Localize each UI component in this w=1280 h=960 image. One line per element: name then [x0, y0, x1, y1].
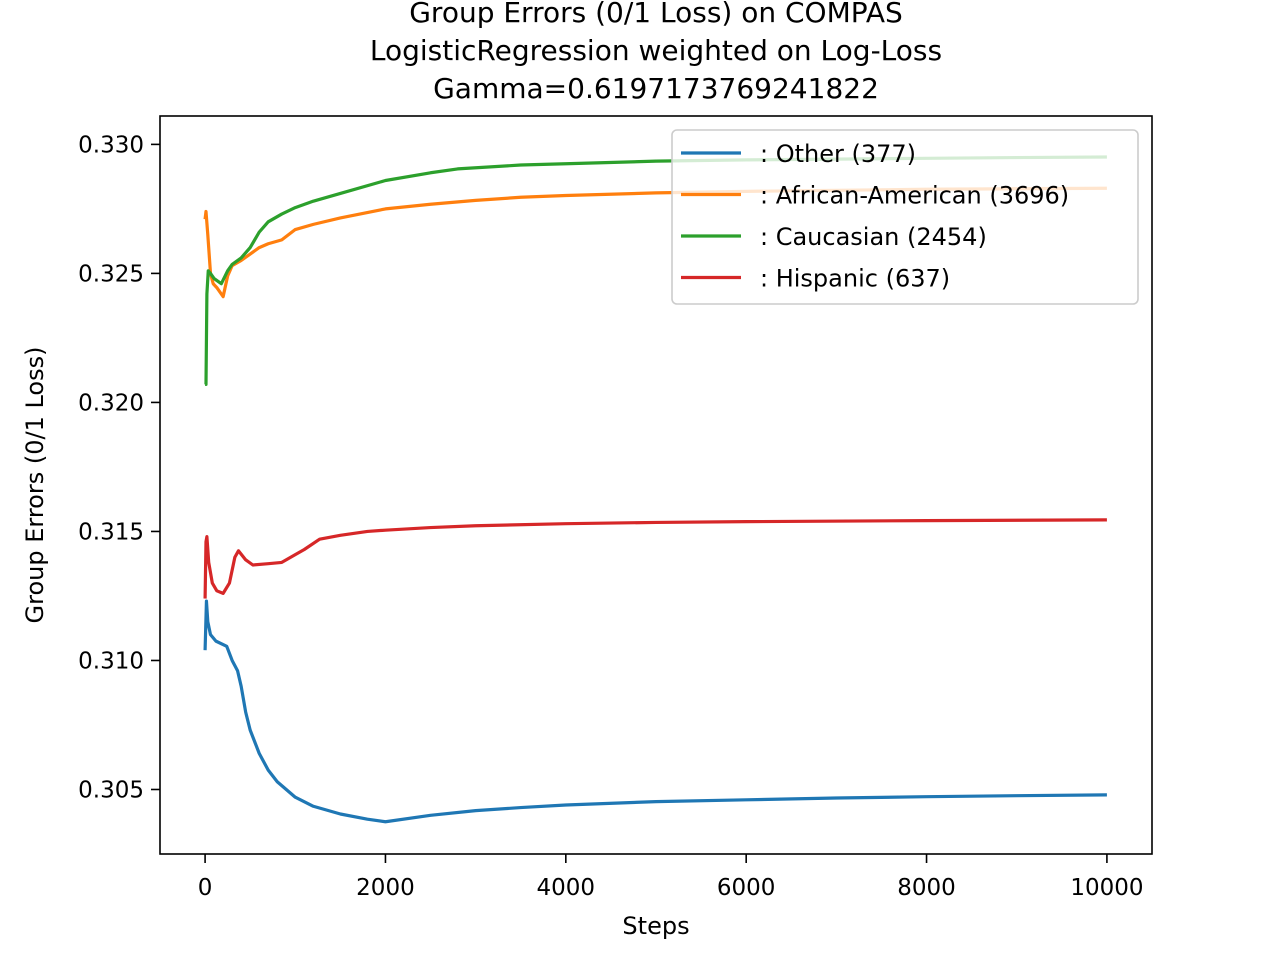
chart-title: Group Errors (0/1 Loss) on COMPAS Logisti… — [370, 0, 942, 105]
chart-title-line-3: Gamma=0.6197173769241822 — [433, 72, 879, 105]
legend-box — [671, 129, 1139, 305]
x-tick-label: 8000 — [897, 875, 956, 901]
legend-label: : Hispanic (637) — [760, 265, 950, 293]
x-tick-label: 2000 — [356, 875, 415, 901]
x-tick-label: 6000 — [717, 875, 776, 901]
y-axis: 0.305 0.310 0.315 0.320 0.325 0.330 — [78, 132, 160, 803]
chart-title-line-1: Group Errors (0/1 Loss) on COMPAS — [409, 0, 903, 29]
y-tick-label: 0.305 — [78, 777, 144, 803]
chart-title-line-2: LogisticRegression weighted on Log-Loss — [370, 34, 942, 67]
y-tick-label: 0.320 — [78, 390, 144, 416]
series-line-1 — [203, 599, 1107, 824]
x-axis: 0 2000 4000 6000 8000 10000 — [198, 854, 1143, 901]
legend-label: : Caucasian (2454) — [760, 223, 987, 251]
x-tick-label: 0 — [198, 875, 213, 901]
y-tick-label: 0.310 — [78, 648, 144, 674]
y-tick-label: 0.315 — [78, 519, 144, 545]
y-tick-label: 0.330 — [78, 132, 144, 158]
x-axis-label: Steps — [622, 912, 689, 940]
legend: : Other (377) : African-American (3696) : … — [671, 129, 1139, 305]
y-tick-label: 0.325 — [78, 261, 144, 287]
y-axis-label: Group Errors (0/1 Loss) — [21, 347, 49, 624]
legend-label: : African-American (3696) — [760, 182, 1069, 210]
series-line-4 — [203, 518, 1107, 599]
legend-label: : Other (377) — [760, 140, 916, 168]
x-tick-label: 10000 — [1070, 875, 1143, 901]
x-tick-label: 4000 — [537, 875, 596, 901]
plot-frame — [159, 115, 1153, 855]
